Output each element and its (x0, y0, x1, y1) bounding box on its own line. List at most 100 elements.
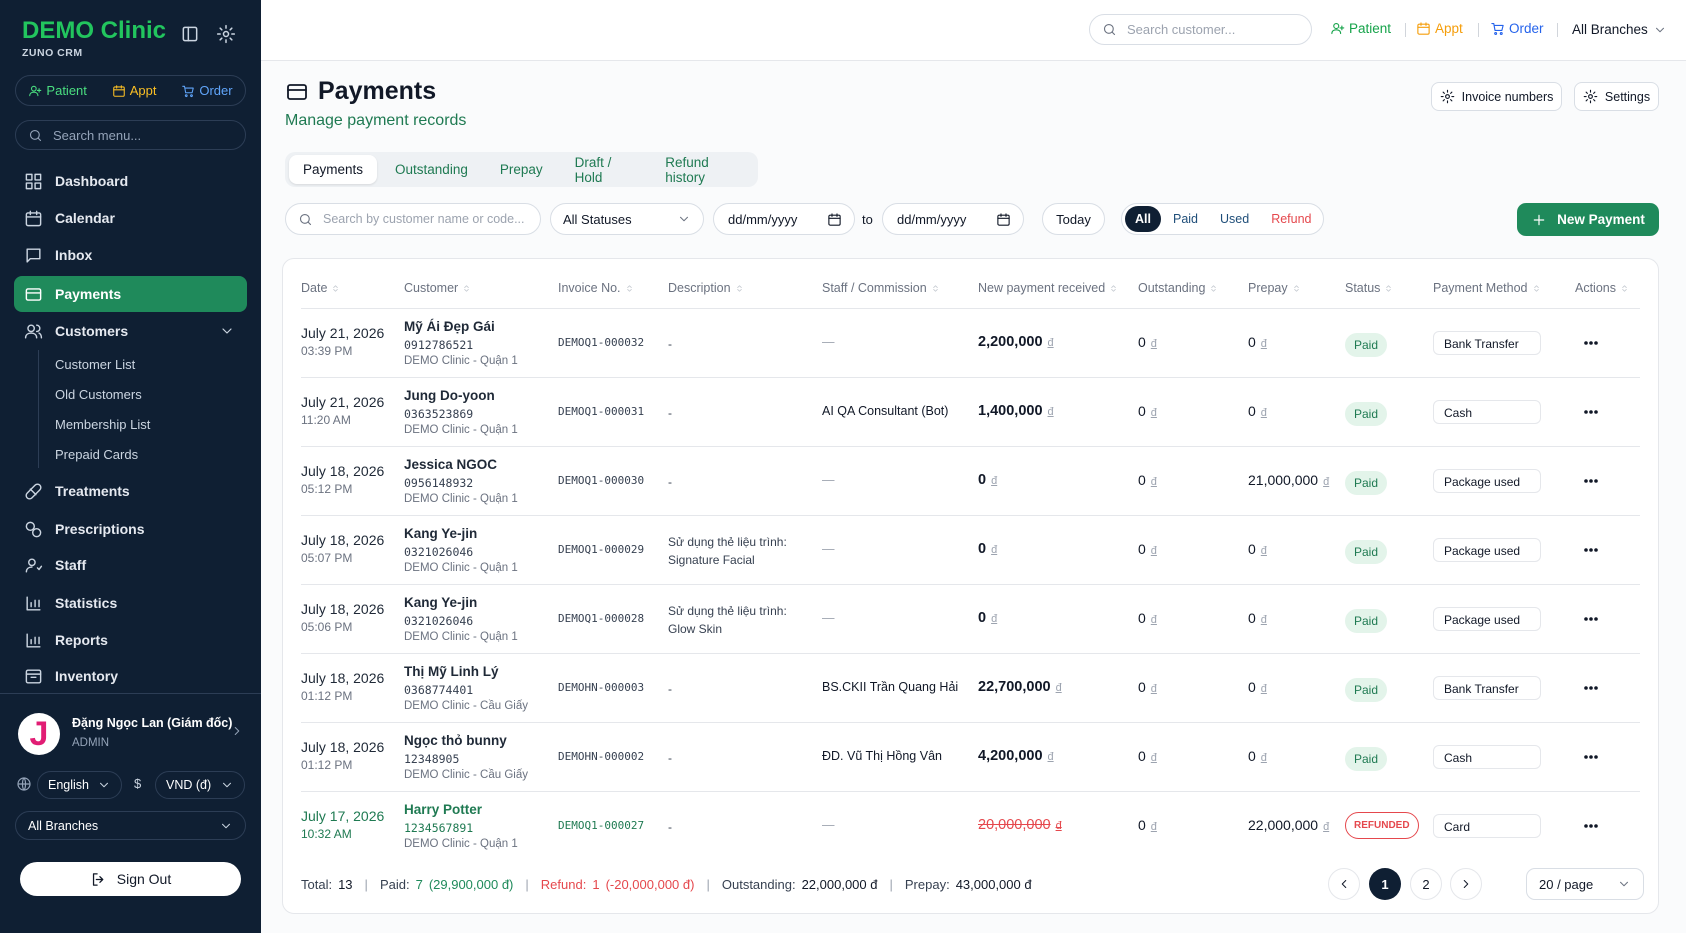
row-actions[interactable] (1583, 544, 1599, 556)
icon (182, 26, 198, 42)
currency: đ (1260, 407, 1267, 419)
menu-item[interactable]: Inbox (14, 237, 247, 273)
customer-search[interactable]: Search customer... (1089, 14, 1312, 45)
currency-select[interactable]: VND (đ) (155, 771, 245, 799)
column-header[interactable]: Outstanding (1138, 281, 1219, 295)
tab[interactable]: Draft / Hold (574, 154, 612, 185)
next-page[interactable] (1450, 868, 1482, 900)
menu-search[interactable]: Search menu... (15, 120, 246, 150)
chip[interactable]: All (1125, 206, 1161, 232)
submenu-item[interactable]: Prepaid Cards (55, 447, 139, 462)
today-button[interactable]: Today (1042, 203, 1105, 235)
branch: All Branches (28, 818, 99, 833)
column-label: Date (301, 281, 328, 295)
tab[interactable]: Payments (289, 155, 378, 184)
menu-item[interactable]: Inventory (14, 658, 247, 694)
currency: đ (1150, 614, 1157, 626)
customer-filter[interactable]: Search by customer name or code... (285, 203, 541, 235)
row-actions[interactable] (1583, 475, 1599, 487)
column-header[interactable]: Payment Method (1433, 281, 1542, 295)
menu-item[interactable]: Payments (14, 276, 247, 312)
chip[interactable]: Used (1220, 212, 1250, 226)
icon (222, 782, 232, 788)
column-header[interactable]: Date (301, 281, 341, 295)
prev-page[interactable] (1328, 868, 1360, 900)
row-divider (301, 653, 1640, 654)
icon (17, 777, 31, 791)
language-select[interactable]: English (37, 771, 122, 799)
chip[interactable]: Refund (1271, 212, 1312, 226)
menu-item[interactable]: Prescriptions (14, 511, 247, 547)
icon (1583, 89, 1598, 104)
menu-label: Inventory (55, 668, 119, 684)
separator (1478, 23, 1479, 37)
menu-item[interactable]: Statistics (14, 585, 247, 621)
menu-item[interactable]: Staff (14, 547, 247, 583)
row-actions[interactable] (1583, 613, 1599, 625)
date-input[interactable]: dd/mm/yyyy (713, 203, 855, 235)
column-header[interactable]: Status (1345, 281, 1394, 295)
branch-select[interactable]: All Branches (15, 811, 246, 840)
table-row[interactable]: July 18, 2026 01:12 PM Ngọc thỏ bunny 12348… (283, 723, 1660, 792)
submenu-item[interactable]: Old Customers (55, 387, 142, 402)
menu-label: Prescriptions (55, 521, 145, 537)
header-button[interactable]: Settings (1574, 82, 1659, 111)
page-size[interactable]: 20 / page (1526, 868, 1644, 900)
column-header[interactable]: Prepay (1248, 281, 1302, 295)
quick-button[interactable]: Order (181, 83, 233, 98)
table-row[interactable]: July 18, 2026 05:07 PM Kang Ye-jin 03210260… (283, 516, 1660, 585)
quick-button[interactable]: Appt (112, 83, 157, 98)
icon (25, 287, 42, 301)
page-button[interactable]: 1 (1369, 868, 1401, 900)
menu-item[interactable]: Dashboard (14, 163, 247, 199)
quick-button[interactable]: Patient (28, 83, 87, 98)
column-header[interactable]: Invoice No. (558, 281, 635, 295)
column-header[interactable]: Actions (1575, 281, 1630, 295)
page-button[interactable]: 2 (1410, 868, 1442, 900)
tab[interactable]: Outstanding (395, 162, 468, 177)
main-area: Search customer... Patient Appt Order All Br… (261, 0, 1686, 933)
column-header[interactable]: Customer (404, 281, 472, 295)
column-header[interactable]: Description (668, 281, 745, 295)
table-row[interactable]: July 18, 2026 05:12 PM Jessica NGOC 0956148… (283, 447, 1660, 516)
currency: đ (1047, 337, 1054, 349)
status-badge: Paid (1345, 678, 1388, 702)
status-select[interactable]: All Statuses (550, 203, 704, 235)
menu-item[interactable]: Treatments (14, 473, 247, 509)
submenu-item[interactable]: Customer List (55, 357, 136, 372)
new-payment[interactable]: New Payment (1517, 203, 1659, 236)
row-actions[interactable] (1583, 406, 1599, 418)
quick-button[interactable]: Appt (1416, 21, 1463, 36)
header-button[interactable]: Invoice numbers (1431, 82, 1562, 111)
menu-item[interactable]: Reports (14, 622, 247, 658)
quick-button[interactable]: Patient (1330, 21, 1391, 36)
column-header[interactable]: New payment received (978, 281, 1119, 295)
table-row[interactable]: July 21, 2026 11:20 AM Jung Do-yoon 0363523… (283, 378, 1660, 447)
menu-item[interactable]: Customers (14, 313, 247, 349)
tab[interactable]: Prepay (499, 162, 543, 177)
menu-item[interactable]: Calendar (14, 200, 247, 236)
row-actions[interactable] (1583, 682, 1599, 694)
cell-time: 05:07 PM (301, 551, 353, 565)
row-actions[interactable] (1583, 820, 1599, 832)
table-row[interactable]: July 17, 2026 10:32 AM Harry Potter 1234567… (283, 792, 1660, 861)
icon (333, 284, 339, 292)
cell-date: July 17, 2026 (301, 808, 385, 824)
placeholder: Search by customer name or code... (323, 212, 525, 226)
chip[interactable]: Paid (1172, 212, 1199, 226)
table-row[interactable]: July 18, 2026 01:12 PM Thị Mỹ Linh Lý 03687… (283, 654, 1660, 723)
submenu-item[interactable]: Membership List (55, 417, 151, 432)
row-actions[interactable] (1583, 751, 1599, 763)
date-input[interactable]: dd/mm/yyyy (882, 203, 1024, 235)
separator: | (706, 877, 710, 892)
icon (287, 84, 307, 100)
branch-select[interactable]: All Branches (1562, 14, 1677, 45)
table-row[interactable]: July 21, 2026 03:39 PM Mỹ Ái Đẹp Gái 091278… (283, 309, 1660, 378)
quick-button[interactable]: Order (1490, 21, 1544, 36)
sign-out[interactable]: Sign Out (20, 862, 241, 896)
row-actions[interactable] (1583, 337, 1599, 349)
table-row[interactable]: July 18, 2026 05:06 PM Kang Ye-jin 03210260… (283, 585, 1660, 654)
column-header[interactable]: Staff / Commission (822, 281, 941, 295)
tab[interactable]: Refund history (665, 154, 709, 185)
